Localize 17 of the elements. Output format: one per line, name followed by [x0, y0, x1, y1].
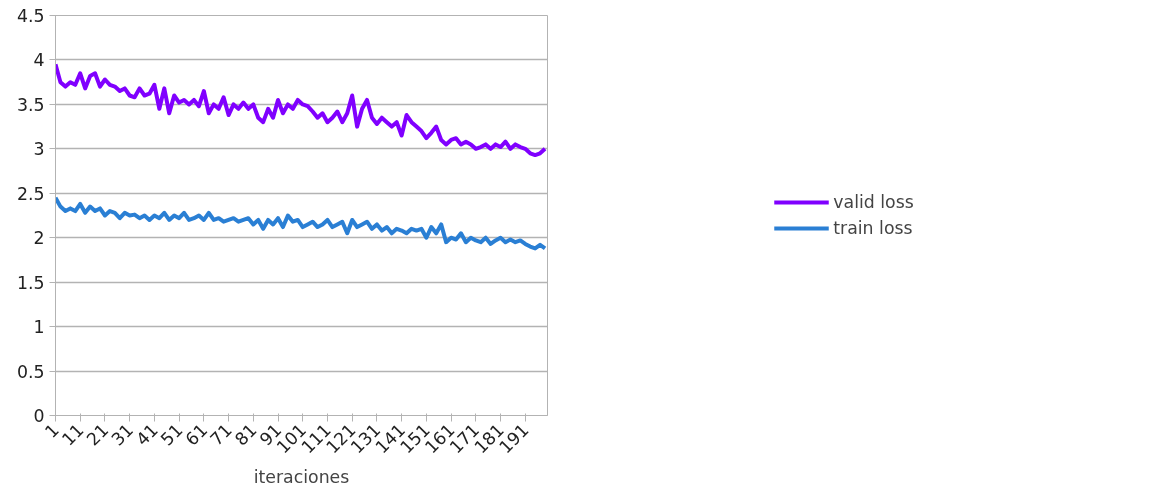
legend-label: valid loss — [833, 192, 914, 212]
legend-label: train loss — [833, 218, 913, 238]
y-tick-label: 2 — [33, 228, 45, 249]
y-tick-label: 4.5 — [16, 6, 45, 26]
x-tick-label: 71 — [206, 419, 236, 450]
y-tick-label: 0 — [33, 406, 45, 426]
x-tick-label: 31 — [107, 419, 138, 450]
y-tick-label: 4 — [33, 50, 45, 71]
y-tick-label: 1 — [33, 317, 45, 338]
y-tick-label: 3 — [33, 139, 45, 160]
y-tick-label: 2.5 — [16, 183, 45, 204]
y-tick-label: 0.5 — [16, 361, 45, 382]
line-series — [55, 195, 548, 251]
x-axis-title: iteraciones — [253, 467, 350, 488]
y-tick-label: 1.5 — [16, 272, 45, 293]
y-tick-label: 3.5 — [16, 94, 45, 115]
line-series — [55, 62, 548, 158]
